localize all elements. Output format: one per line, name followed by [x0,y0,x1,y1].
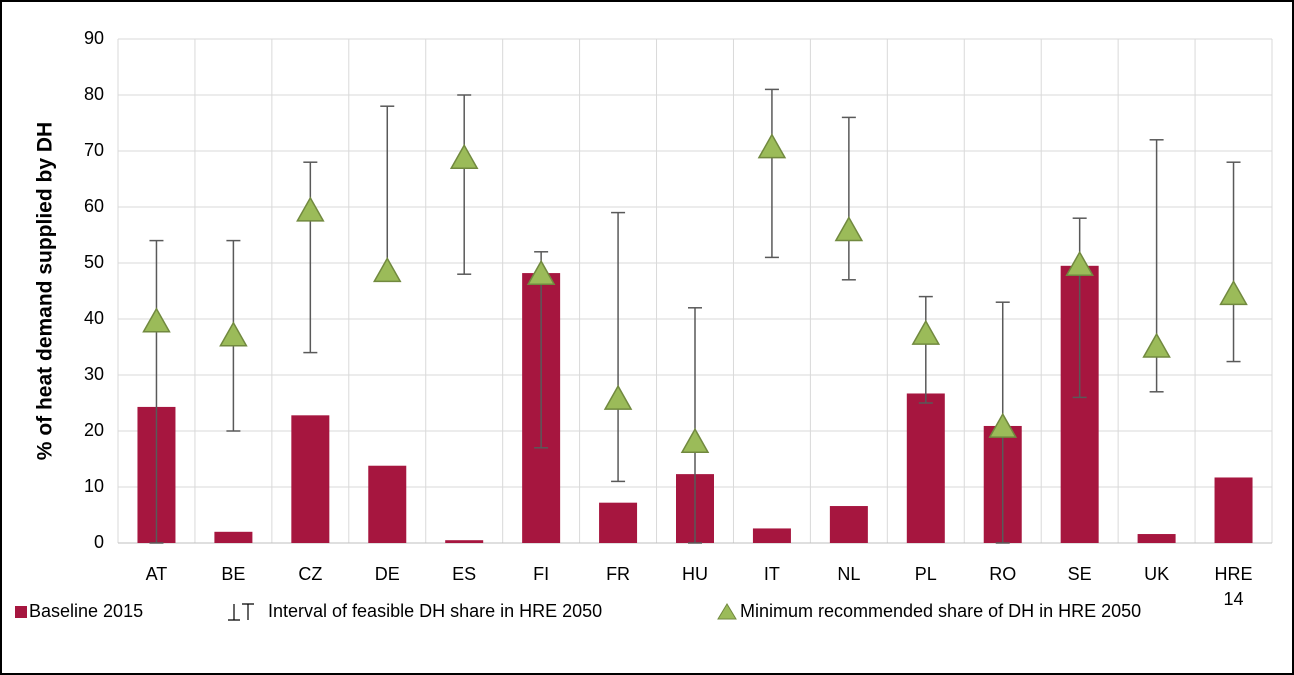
y-axis-title: % of heat demand supplied by DH [34,122,57,460]
triangle-marker [1142,332,1171,358]
triangle-marker [834,215,864,242]
bar [599,502,638,543]
x-tick-label: HRE 14 [1214,564,1253,609]
y-tick-label: 80 [84,84,104,104]
y-tick-label: 60 [84,196,104,216]
triangle-marker [1219,279,1248,306]
y-tick-label: 90 [84,28,104,48]
triangle-marker [219,321,248,347]
bar [445,540,484,543]
x-tick-label: FI [533,564,550,584]
triangle-marker [757,133,787,159]
triangle-marker [680,427,710,453]
triangle-marker [296,196,325,222]
x-tick-label: FR [606,564,631,584]
triangle-marker [372,256,402,283]
bar [1214,477,1253,543]
triangle-marker [603,384,633,410]
legend-label: Minimum recommended share of DH in HRE 2… [740,601,1141,621]
bar [752,528,791,543]
triangle-marker [911,319,941,345]
y-tick-label: 50 [84,252,104,272]
x-tick-label: ES [452,564,477,584]
bar [368,465,407,543]
x-tick-label: NL [837,564,861,584]
x-tick-label: BE [221,564,246,584]
legend-label: Baseline 2015 [29,601,143,621]
bar [829,506,868,543]
triangle-marker [1065,250,1094,276]
y-tick-label: 20 [84,420,104,440]
bar [906,393,945,543]
y-tick-label: 10 [84,476,104,496]
bar [214,531,253,543]
y-tick-label: 0 [94,532,104,552]
x-tick-label: CZ [298,564,323,584]
legend-swatch [15,606,27,618]
x-tick-label: SE [1067,564,1092,584]
x-tick-label: AT [145,564,168,584]
triangle-marker [449,143,479,170]
triangle-marker [526,259,556,285]
x-tick-label: IT [763,564,780,584]
legend-label: Interval of feasible DH share in HRE 205… [268,601,602,621]
y-tick-label: 30 [84,364,104,384]
triangle-marker [142,307,171,333]
y-tick-label: 40 [84,308,104,328]
y-tick-label: 70 [84,140,104,160]
legend-swatch [717,603,737,620]
bar [291,415,330,543]
bar [1137,534,1176,543]
x-tick-label: DE [374,564,400,584]
x-tick-label: RO [989,564,1017,584]
x-tick-label: UK [1144,564,1170,584]
x-tick-label: HU [682,564,708,584]
triangle-marker [988,412,1018,438]
legend-swatch [228,603,254,621]
x-tick-label: PL [914,564,937,584]
